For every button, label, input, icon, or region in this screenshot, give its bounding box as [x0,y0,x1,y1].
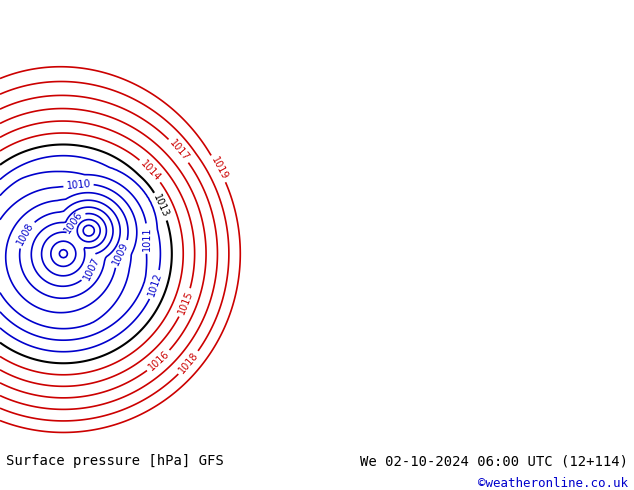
Text: 1016: 1016 [146,349,171,373]
Text: 1013: 1013 [152,193,171,220]
Text: 1008: 1008 [15,221,36,247]
Text: 1007: 1007 [81,255,101,282]
Text: 1015: 1015 [176,290,195,316]
Text: ©weatheronline.co.uk: ©weatheronline.co.uk [477,477,628,490]
Text: 1017: 1017 [167,138,191,163]
Text: 1019: 1019 [209,155,229,182]
Text: 1018: 1018 [177,350,200,375]
Text: Surface pressure [hPa] GFS: Surface pressure [hPa] GFS [6,454,224,468]
Text: 1006: 1006 [62,209,84,235]
Text: 1014: 1014 [139,158,162,183]
Text: 1011: 1011 [141,226,152,251]
Text: We 02-10-2024 06:00 UTC (12+114): We 02-10-2024 06:00 UTC (12+114) [359,454,628,468]
Text: 1012: 1012 [146,271,164,298]
Text: 1010: 1010 [66,179,91,191]
Text: 1009: 1009 [111,241,131,267]
